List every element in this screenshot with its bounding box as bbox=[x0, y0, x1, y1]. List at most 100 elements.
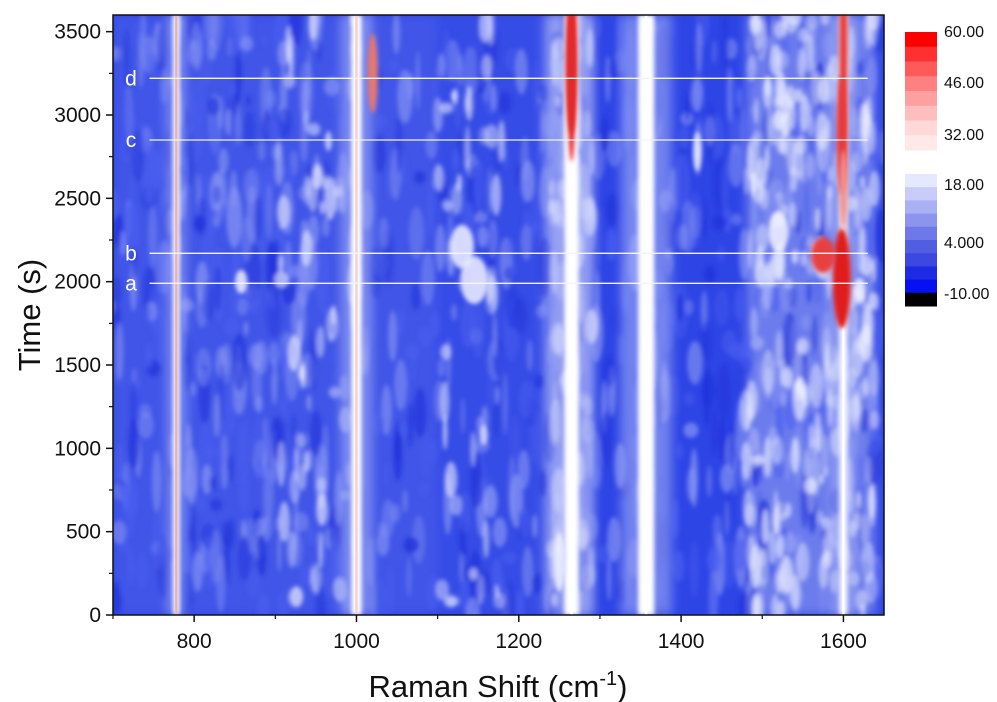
colorbar-swatch bbox=[905, 279, 937, 294]
texture-speck bbox=[209, 113, 219, 157]
texture-speck bbox=[501, 582, 516, 615]
texture-speck-light bbox=[826, 118, 831, 142]
texture-speck bbox=[317, 40, 322, 62]
texture-speck bbox=[201, 223, 216, 275]
y-tick-label: 1000 bbox=[54, 437, 101, 460]
texture-speck bbox=[405, 344, 420, 360]
texture-speck-light bbox=[796, 343, 803, 386]
texture-speck bbox=[425, 130, 438, 159]
texture-speck-light bbox=[814, 207, 821, 231]
texture-speck-light bbox=[811, 60, 816, 80]
texture-speck-light bbox=[433, 164, 445, 192]
texture-speck bbox=[676, 293, 684, 322]
texture-speck bbox=[599, 116, 610, 154]
texture-speck bbox=[190, 22, 203, 71]
texture-speck-light bbox=[765, 146, 770, 171]
texture-speck bbox=[731, 213, 743, 226]
texture-speck bbox=[154, 310, 167, 365]
texture-speck bbox=[462, 46, 478, 97]
texture-speck bbox=[406, 72, 415, 100]
texture-speck-light bbox=[781, 93, 792, 120]
texture-speck-light bbox=[779, 112, 792, 137]
texture-speck bbox=[192, 551, 204, 592]
x-tick-label: 800 bbox=[177, 630, 212, 653]
hotspot bbox=[832, 228, 851, 329]
texture-speck-light bbox=[762, 166, 769, 185]
texture-speck bbox=[188, 132, 194, 189]
texture-speck bbox=[254, 518, 268, 536]
texture-speck bbox=[130, 128, 145, 182]
texture-speck bbox=[875, 208, 884, 264]
texture-speck bbox=[291, 414, 296, 457]
light-blob bbox=[768, 211, 789, 252]
y-tick-label: 0 bbox=[89, 604, 101, 627]
texture-speck bbox=[519, 380, 535, 419]
texture-speck-light bbox=[324, 176, 337, 220]
y-tick-label: 2500 bbox=[54, 187, 101, 210]
texture-speck bbox=[402, 489, 408, 513]
texture-speck-light bbox=[475, 211, 488, 224]
texture-speck bbox=[113, 589, 122, 615]
texture-speck bbox=[139, 403, 152, 419]
colorbar-swatch bbox=[905, 76, 937, 92]
texture-speck-light bbox=[759, 549, 767, 568]
texture-speck bbox=[378, 217, 389, 249]
texture-speck bbox=[243, 110, 256, 148]
texture-speck-light bbox=[768, 253, 781, 287]
texture-speck-light bbox=[746, 141, 756, 182]
texture-speck-light bbox=[796, 542, 810, 582]
texture-speck-light bbox=[750, 336, 765, 350]
texture-speck-light bbox=[869, 121, 877, 154]
texture-speck bbox=[265, 183, 273, 240]
texture-speck bbox=[254, 460, 265, 481]
texture-speck bbox=[672, 498, 680, 539]
texture-speck bbox=[223, 15, 234, 42]
texture-speck bbox=[226, 37, 232, 57]
texture-speck bbox=[535, 304, 548, 318]
texture-speck bbox=[385, 565, 395, 614]
time-markers: ab c d bbox=[125, 67, 868, 295]
texture-speck-light bbox=[859, 323, 873, 363]
texture-speck-light bbox=[478, 15, 492, 43]
texture-speck-light bbox=[776, 600, 786, 615]
texture-speck-light bbox=[316, 325, 325, 358]
texture-speck bbox=[437, 359, 446, 378]
texture-speck bbox=[144, 342, 153, 369]
texture-speck bbox=[501, 551, 517, 565]
x-tick-label: 1600 bbox=[820, 630, 867, 653]
texture-speck bbox=[196, 495, 208, 513]
texture-speck bbox=[398, 423, 408, 437]
texture-speck bbox=[532, 514, 538, 539]
texture-speck bbox=[724, 500, 730, 537]
texture-speck-light bbox=[860, 226, 866, 261]
texture-speck-light bbox=[773, 97, 778, 109]
y-axis-title: Time (s) bbox=[12, 259, 47, 372]
texture-speck bbox=[124, 28, 130, 90]
texture-speck bbox=[218, 147, 229, 174]
texture-speck bbox=[418, 325, 433, 347]
texture-speck-light bbox=[437, 53, 445, 79]
texture-speck bbox=[397, 308, 406, 335]
texture-speck bbox=[317, 15, 324, 27]
texture-speck-light bbox=[864, 571, 877, 604]
texture-speck-light bbox=[433, 97, 444, 133]
texture-speck-light bbox=[808, 424, 815, 450]
texture-speck bbox=[495, 386, 500, 405]
texture-speck bbox=[316, 251, 329, 313]
texture-speck-light bbox=[815, 426, 823, 452]
texture-speck-light bbox=[860, 186, 872, 222]
texture-speck bbox=[373, 579, 388, 615]
texture-speck bbox=[113, 483, 125, 501]
texture-speck-light bbox=[752, 15, 764, 52]
texture-speck bbox=[605, 228, 617, 262]
texture-speck bbox=[221, 521, 231, 546]
colorbar-swatch bbox=[905, 91, 937, 107]
texture-speck-light bbox=[868, 170, 881, 207]
texture-speck bbox=[407, 401, 414, 448]
texture-speck bbox=[246, 570, 261, 598]
texture-speck bbox=[720, 163, 729, 209]
texture-speck bbox=[537, 237, 553, 297]
texture-speck-light bbox=[856, 381, 869, 400]
texture-speck bbox=[729, 412, 736, 472]
texture-speck bbox=[737, 87, 742, 109]
